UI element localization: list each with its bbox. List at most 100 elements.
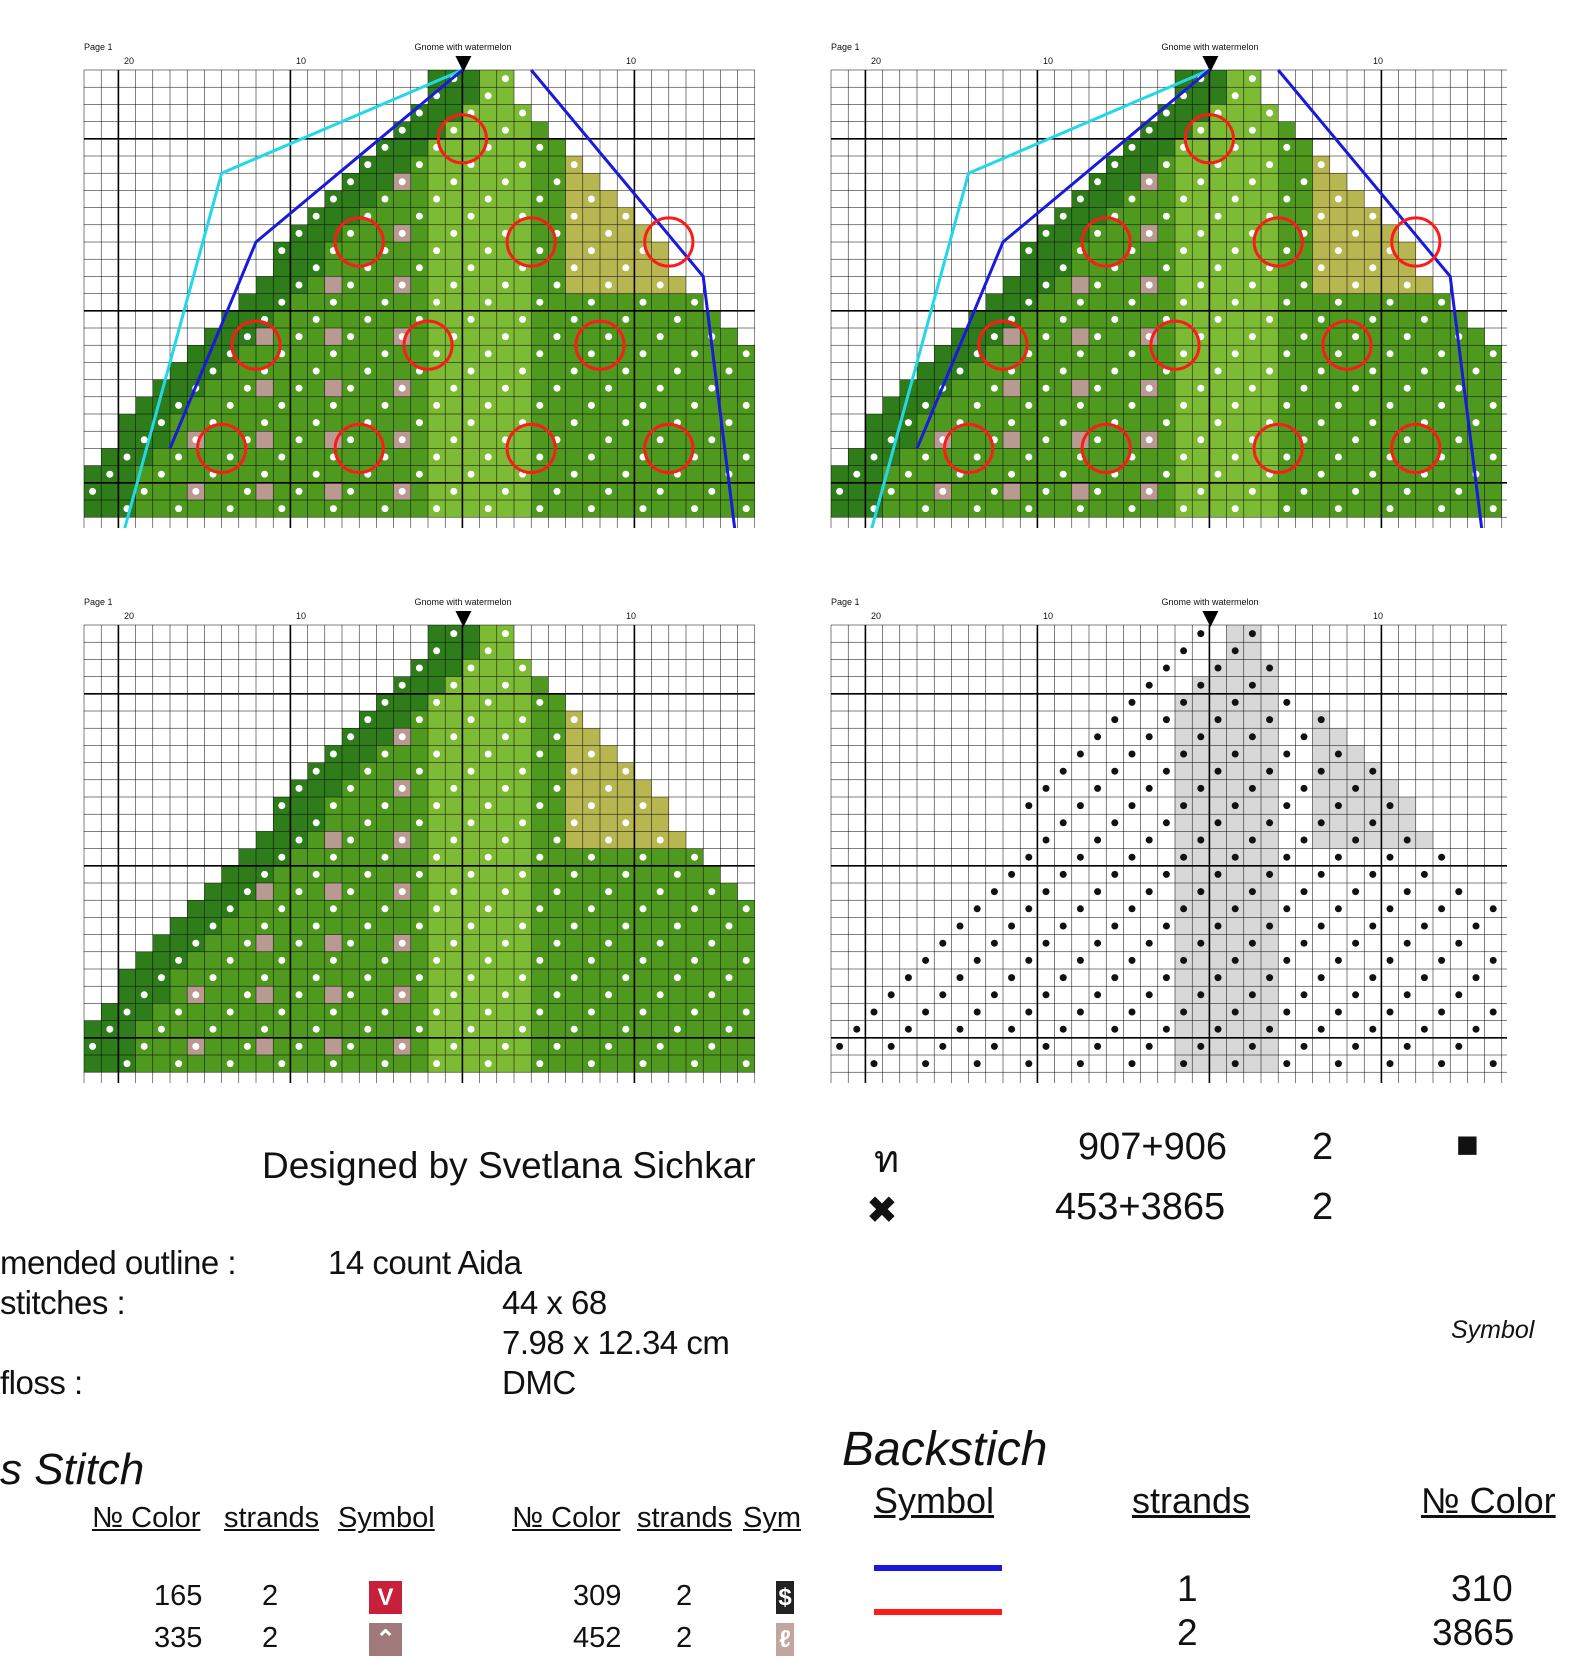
- stitch-cell: [1192, 676, 1210, 694]
- stitch-cell: [1278, 1003, 1296, 1021]
- stitch-cell: [1071, 1003, 1089, 1021]
- stitch-cell: [273, 917, 291, 935]
- stitch-cell: [1157, 379, 1175, 397]
- stitch-cell: [617, 224, 635, 242]
- stitch-cell: [290, 500, 308, 518]
- stitch-cell: [479, 1003, 497, 1021]
- stitch-cell: [582, 345, 600, 363]
- stitch-cell: [393, 865, 411, 883]
- stitch-cell: [221, 482, 239, 500]
- stitch-cell: [1192, 848, 1210, 866]
- stitch-cell: [428, 414, 446, 432]
- stitch-cell: [118, 414, 136, 432]
- stitch-cell: [376, 986, 394, 1004]
- stitch-cell: [307, 797, 325, 815]
- stitch-cell: [1071, 951, 1089, 969]
- stitch-cell: [1123, 465, 1141, 483]
- stitch-cell: [479, 396, 497, 414]
- stitch-cell: [1071, 831, 1089, 849]
- stitch-cell: [238, 1055, 256, 1073]
- stitch-cell: [1226, 431, 1244, 449]
- stitch-cell: [1398, 865, 1416, 883]
- stitch-cell: [1261, 224, 1279, 242]
- stitch-cell: [376, 207, 394, 225]
- stitch-cell: [118, 482, 136, 500]
- stitch-cell: [582, 224, 600, 242]
- stitch-cell: [899, 500, 917, 518]
- stitch-cell: [1261, 728, 1279, 746]
- stitch-cell: [342, 969, 360, 987]
- stitch-cell: [737, 986, 755, 1004]
- stitch-cell: [428, 797, 446, 815]
- stitch-cell: [548, 693, 566, 711]
- stitch-cell: [1089, 745, 1107, 763]
- stitch-cell: [1106, 797, 1124, 815]
- stitch-cell: [514, 379, 532, 397]
- stitch-cell: [342, 865, 360, 883]
- stitch-cell: [1261, 900, 1279, 918]
- stitch-cell: [428, 379, 446, 397]
- stitch-cell: [1157, 121, 1175, 139]
- stitch-cell: [1003, 465, 1021, 483]
- stitch-cell: [1175, 693, 1193, 711]
- stitch-cell: [1192, 431, 1210, 449]
- stitch-cell: [1175, 1003, 1193, 1021]
- stitch-cell: [342, 379, 360, 397]
- stitch-cell: [514, 276, 532, 294]
- stitch-cell: [428, 986, 446, 1004]
- chart-title: Gnome with watermelon: [414, 597, 512, 607]
- stitch-cell: [1347, 207, 1365, 225]
- stitch-cell: [531, 711, 549, 729]
- stitch-cell: [152, 1020, 170, 1038]
- stitch-cell: [917, 482, 935, 500]
- stitch-cell: [1054, 900, 1072, 918]
- stitch-cell: [600, 431, 618, 449]
- stitch-cell: [600, 745, 618, 763]
- stitch-cell: [1295, 779, 1313, 797]
- stitch-cell: [496, 779, 514, 797]
- stitch-cell: [1484, 1020, 1502, 1038]
- stitch-cell: [565, 917, 583, 935]
- stitch-cell: [462, 934, 480, 952]
- stitch-cell: [496, 259, 514, 277]
- stitch-cell: [1209, 951, 1227, 969]
- stitch-cell: [428, 900, 446, 918]
- stitch-cell: [514, 934, 532, 952]
- stitch-cell: [1020, 242, 1038, 260]
- stitch-cell: [428, 1037, 446, 1055]
- stitch-cell: [324, 831, 342, 849]
- seed-outline: [643, 216, 695, 268]
- stitch-cell: [1192, 969, 1210, 987]
- stitch-cell: [410, 242, 428, 260]
- stitch-cell: [1209, 848, 1227, 866]
- stitch-cell: [273, 900, 291, 918]
- stitch-cell: [720, 934, 738, 952]
- stitch-cell: [1209, 745, 1227, 763]
- stitch-cell: [479, 70, 497, 88]
- stitch-cell: [462, 379, 480, 397]
- stitch-cell: [324, 969, 342, 987]
- stitch-cell: [514, 1020, 532, 1038]
- stitch-cell: [1054, 500, 1072, 518]
- stitch-cell: [1278, 379, 1296, 397]
- stitch-cell: [1261, 831, 1279, 849]
- stitch-cell: [1071, 865, 1089, 883]
- stitch-cell: [1381, 814, 1399, 832]
- stitch-cell: [376, 293, 394, 311]
- stitch-cell: [359, 1003, 377, 1021]
- stitch-cell: [1243, 1020, 1261, 1038]
- stitch-cell: [1278, 448, 1296, 466]
- stitch-cell: [1433, 951, 1451, 969]
- stitch-cell: [1209, 87, 1227, 105]
- stitch-cell: [376, 1037, 394, 1055]
- stitch-cell: [1261, 362, 1279, 380]
- stitch-cell: [1415, 848, 1433, 866]
- stitch-cell: [393, 482, 411, 500]
- stitch-cell: [359, 917, 377, 935]
- stitch-cell: [256, 465, 274, 483]
- tick-x: 10: [1043, 611, 1054, 621]
- stitch-cell: [951, 1020, 969, 1038]
- stitch-cell: [1175, 104, 1193, 122]
- stitch-cell: [445, 293, 463, 311]
- stitch-cell: [1209, 310, 1227, 328]
